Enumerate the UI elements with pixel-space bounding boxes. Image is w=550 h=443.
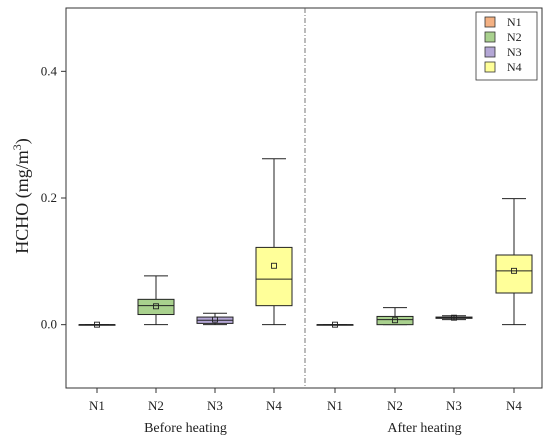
box-before-heating-n4 — [255, 246, 293, 307]
box-before-heating-n2 — [137, 298, 175, 316]
y-axis-title: HCHO (mg/m3) — [10, 138, 33, 254]
x-tick-label: N2 — [148, 398, 164, 413]
box-mean-marker-before-heating-n1 — [94, 321, 100, 328]
box-mean-marker-before-heating-n2 — [153, 303, 159, 310]
box-mean-marker-after-heating-n2 — [392, 317, 398, 324]
legend-label-n1: N1 — [507, 15, 522, 29]
x-tick-label: N2 — [387, 398, 403, 413]
x-tick-label: N3 — [446, 398, 462, 413]
legend-swatch-n4 — [484, 61, 496, 73]
x-tick-label: N1 — [327, 398, 343, 413]
legend-label-n4: N4 — [507, 60, 522, 74]
group-label: Before heating — [144, 421, 227, 436]
box-mean-marker-after-heating-n3 — [451, 314, 457, 321]
x-tick-label: N1 — [89, 398, 105, 413]
box-mean-marker-before-heating-n3 — [212, 316, 218, 323]
x-tick-label: N3 — [207, 398, 223, 413]
y-tick-label: 0.4 — [41, 63, 58, 78]
x-tick-label: N4 — [506, 398, 522, 413]
box-mean-marker-after-heating-n1 — [332, 321, 338, 328]
legend-swatch-n2 — [484, 31, 496, 43]
y-tick-label: 0.0 — [41, 317, 57, 332]
group-label: After heating — [387, 421, 461, 436]
box-after-heating-n2 — [376, 315, 414, 326]
box-mean-marker-after-heating-n4 — [511, 267, 517, 274]
plot-frame — [65, 7, 543, 389]
legend-label-n3: N3 — [507, 45, 522, 59]
x-tick-label: N4 — [266, 398, 282, 413]
y-tick-label: 0.2 — [41, 190, 57, 205]
legend-swatch-n3 — [484, 46, 496, 58]
box-mean-marker-before-heating-n4 — [271, 262, 277, 269]
legend-label-n2: N2 — [507, 30, 522, 44]
legend-swatch-n1 — [484, 16, 496, 28]
box-after-heating-n4 — [495, 254, 533, 294]
